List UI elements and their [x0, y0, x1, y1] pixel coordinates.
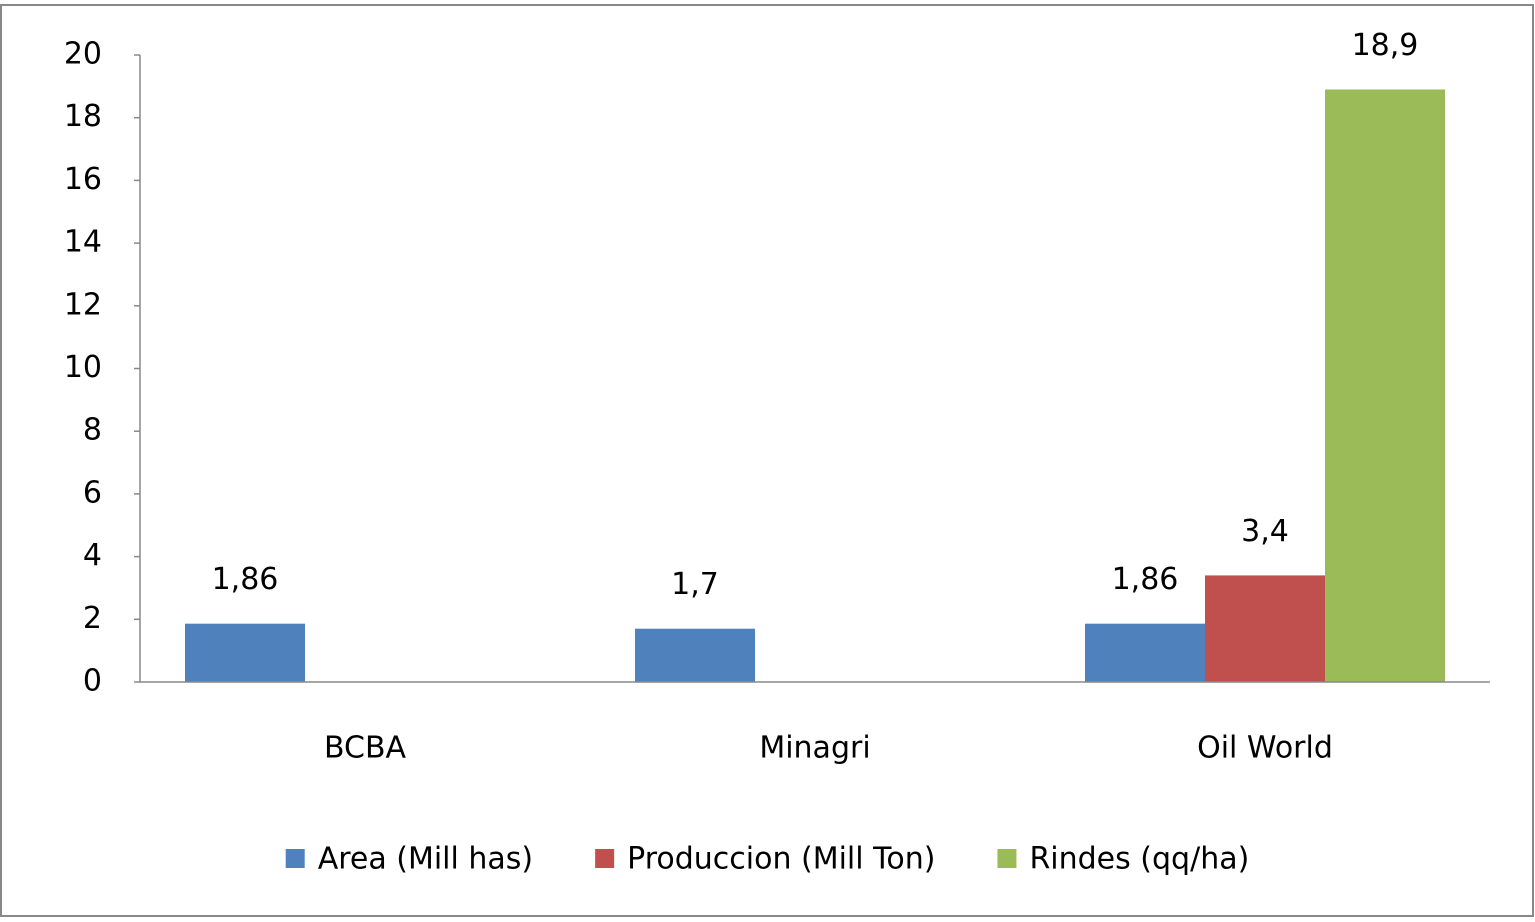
- data-label: 3,4: [1241, 514, 1289, 549]
- legend-swatch: [595, 849, 615, 868]
- y-tick-label: 6: [83, 475, 102, 510]
- y-tick-label: 18: [64, 99, 102, 134]
- data-label: 1,7: [671, 567, 719, 602]
- legend-label: Produccion (Mill Ton): [627, 842, 935, 877]
- bar: [1085, 623, 1205, 682]
- y-tick-label: 12: [64, 287, 102, 322]
- data-label: 1,86: [1112, 562, 1179, 597]
- data-label: 18,9: [1352, 28, 1419, 63]
- y-tick-label: 2: [83, 601, 102, 636]
- y-tick-label: 16: [64, 162, 102, 197]
- y-tick-label: 14: [64, 225, 102, 260]
- bar: [1205, 575, 1325, 682]
- y-tick-label: 0: [83, 664, 102, 699]
- legend-swatch: [285, 849, 305, 868]
- y-tick-label: 20: [64, 37, 102, 72]
- legend-label: Area (Mill has): [318, 842, 533, 877]
- chart-border: [0, 4, 1534, 917]
- y-tick-label: 10: [64, 350, 102, 385]
- legend-swatch: [997, 849, 1017, 868]
- bar: [635, 628, 755, 682]
- y-tick-label: 4: [83, 538, 102, 573]
- x-tick-label: BCBA: [324, 731, 407, 766]
- bar: [1325, 89, 1445, 683]
- x-tick-label: Minagri: [759, 731, 870, 766]
- y-tick-label: 8: [83, 413, 102, 448]
- bar: [185, 623, 305, 682]
- legend-label: Rindes (qq/ha): [1029, 842, 1249, 877]
- data-label: 1,86: [212, 562, 279, 597]
- x-tick-label: Oil World: [1197, 731, 1333, 766]
